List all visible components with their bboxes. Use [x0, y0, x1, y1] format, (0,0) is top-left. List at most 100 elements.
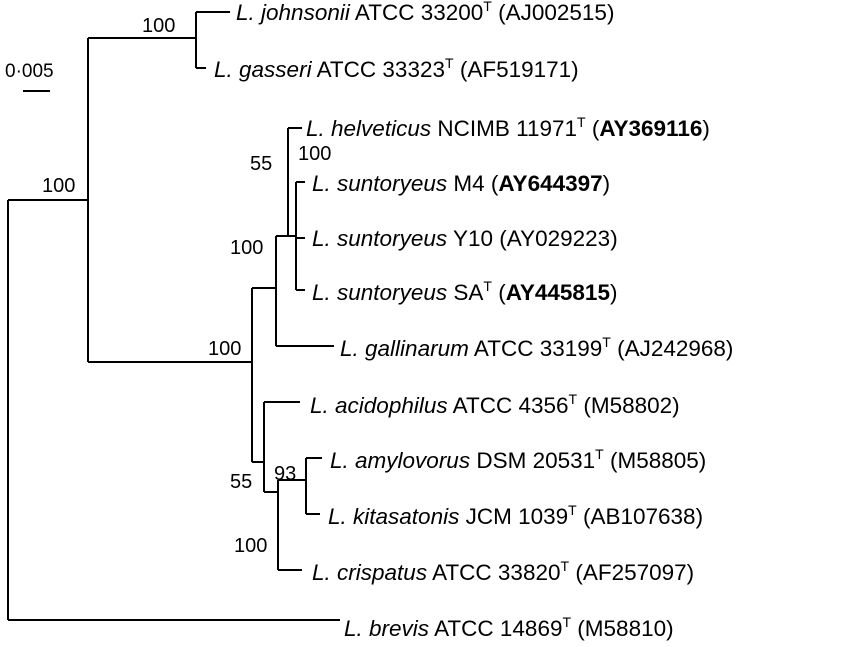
- taxon-accession: AF257097: [583, 560, 687, 585]
- taxon-strain: NCIMB 11971: [437, 116, 577, 141]
- taxon-strain: ATCC 4356: [453, 393, 569, 418]
- taxon-species: kitasatonis: [353, 504, 459, 529]
- label-separator: (: [577, 504, 591, 529]
- label-separator: (: [485, 171, 499, 196]
- bootstrap-helveticus-gallinarum: 100: [230, 237, 263, 259]
- taxon-label-johnsonii: L. johnsonii ATCC 33200T (AJ002515): [236, 0, 614, 25]
- label-separator: (: [604, 448, 618, 473]
- taxon-genus: L.: [306, 116, 325, 141]
- label-separator: (: [571, 616, 585, 641]
- type-strain-mark: T: [569, 391, 578, 407]
- label-separator: ): [607, 0, 615, 25]
- label-separator: (: [586, 116, 600, 141]
- bootstrap-suntoryeus-cluster: 100: [298, 143, 331, 165]
- taxon-accession: AF519171: [467, 57, 571, 82]
- label-separator: (: [492, 0, 506, 25]
- bootstrap-amylovorus-crispatus: 100: [234, 535, 267, 557]
- label-separator: ): [702, 116, 710, 141]
- type-strain-mark: T: [561, 558, 570, 574]
- taxon-species: gallinarum: [365, 336, 469, 361]
- scale-bar-label: 0·005: [5, 61, 54, 82]
- label-separator: ): [666, 616, 674, 641]
- taxon-strain: ATCC 33200: [355, 0, 483, 25]
- label-separator: ): [687, 560, 695, 585]
- type-strain-mark: T: [483, 278, 492, 294]
- type-strain-mark: T: [577, 114, 586, 130]
- taxon-accession: AJ002515: [506, 0, 607, 25]
- taxon-label-crispatus: L. crispatus ATCC 33820T (AF257097): [312, 558, 694, 585]
- label-separator: (: [492, 280, 506, 305]
- bootstrap-acidophilus-crispatus: 55: [230, 471, 252, 493]
- taxon-strain: ATCC 33820: [432, 560, 560, 585]
- taxon-species: brevis: [369, 616, 429, 641]
- taxon-accession: AY369116: [599, 116, 702, 141]
- taxon-label-kitasatonis: L. kitasatonis JCM 1039T (AB107638): [328, 502, 703, 529]
- label-separator: (: [569, 560, 583, 585]
- taxon-label-gallinarum: L. gallinarum ATCC 33199T (AJ242968): [340, 334, 733, 361]
- tree-branches: [7, 11, 340, 621]
- taxon-genus: L.: [328, 504, 347, 529]
- taxon-genus: L.: [312, 171, 331, 196]
- bootstrap-johnsonii-gasseri: 100: [142, 15, 175, 37]
- taxon-label-gasseri: L. gasseri ATCC 33323T (AF519171): [214, 55, 579, 82]
- label-separator: (: [577, 393, 591, 418]
- taxon-species: suntoryeus: [337, 226, 447, 251]
- scale-bar: 0·005: [5, 61, 54, 92]
- taxon-accession: AY445815: [506, 280, 610, 305]
- taxon-accession: M58810: [585, 616, 666, 641]
- taxon-accession: AY029223: [507, 226, 610, 251]
- label-separator: (: [493, 226, 507, 251]
- taxon-label-suntoryeus-y10: L. suntoryeus Y10 (AY029223): [312, 226, 618, 251]
- taxon-species: acidophilus: [335, 393, 448, 418]
- type-strain-mark: T: [602, 334, 611, 350]
- label-separator: ): [672, 393, 680, 418]
- taxon-genus: L.: [344, 616, 363, 641]
- taxon-accession: AB107638: [590, 504, 695, 529]
- taxon-labels: L. johnsonii ATCC 33200T (AJ002515)L. ga…: [214, 0, 733, 641]
- taxon-species: gasseri: [239, 57, 313, 82]
- taxon-label-helveticus: L. helveticus NCIMB 11971T (AY369116): [306, 114, 710, 141]
- taxon-strain: JCM 1039: [466, 504, 569, 529]
- type-strain-mark: T: [562, 614, 571, 630]
- taxon-label-amylovorus: L. amylovorus DSM 20531T (M58805): [330, 446, 706, 473]
- taxon-accession: M58802: [591, 393, 672, 418]
- type-strain-mark: T: [445, 55, 454, 71]
- bootstrap-values: 100 100 100 55 100 100 55 93 100: [42, 15, 331, 557]
- taxon-species: crispatus: [337, 560, 427, 585]
- label-separator: ): [699, 448, 707, 473]
- taxon-genus: L.: [236, 0, 255, 25]
- taxon-label-suntoryeus-sa: L. suntoryeus SAT (AY445815): [312, 278, 617, 305]
- label-separator: ): [696, 504, 704, 529]
- taxon-label-acidophilus: L. acidophilus ATCC 4356T (M58802): [310, 391, 680, 418]
- taxon-genus: L.: [214, 57, 233, 82]
- taxon-species: suntoryeus: [337, 171, 447, 196]
- bootstrap-ingroup: 100: [42, 175, 75, 197]
- taxon-accession: M58805: [617, 448, 698, 473]
- taxon-genus: L.: [310, 393, 329, 418]
- type-strain-mark: T: [595, 446, 604, 462]
- taxon-strain: ATCC 33323: [317, 57, 445, 82]
- label-separator: (: [454, 57, 468, 82]
- taxon-genus: L.: [312, 226, 331, 251]
- taxon-species: amylovorus: [355, 448, 470, 473]
- taxon-genus: L.: [312, 560, 331, 585]
- label-separator: ): [610, 280, 618, 305]
- type-strain-mark: T: [483, 0, 492, 14]
- taxon-species: suntoryeus: [337, 280, 447, 305]
- label-separator: ): [603, 171, 611, 196]
- bootstrap-acidophilus-group: 100: [208, 338, 241, 360]
- taxon-strain: DSM 20531: [476, 448, 595, 473]
- taxon-genus: L.: [312, 280, 331, 305]
- taxon-strain: Y10: [453, 226, 493, 251]
- label-separator: ): [571, 57, 579, 82]
- label-separator: (: [611, 336, 625, 361]
- taxon-label-brevis: L. brevis ATCC 14869T (M58810): [344, 614, 674, 641]
- bootstrap-amylovorus-kitasatonis: 93: [274, 463, 296, 485]
- taxon-strain: SA: [453, 280, 483, 305]
- type-strain-mark: T: [568, 502, 577, 518]
- taxon-genus: L.: [330, 448, 349, 473]
- taxon-strain: ATCC 33199: [474, 336, 602, 361]
- label-separator: ): [610, 226, 618, 251]
- taxon-accession: AJ242968: [625, 336, 726, 361]
